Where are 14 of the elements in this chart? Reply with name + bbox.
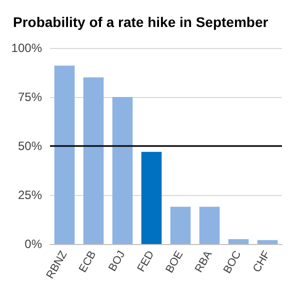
bar — [112, 97, 133, 244]
bar — [257, 240, 278, 244]
chart-title: Probability of a rate hike in September — [13, 14, 269, 30]
y-tick-label: 50% — [18, 139, 42, 153]
y-tick-label: 0% — [24, 237, 42, 251]
y-tick-label: 75% — [18, 90, 42, 104]
y-tick-label: 25% — [18, 188, 42, 202]
bar — [54, 66, 75, 244]
bar — [141, 152, 162, 244]
bar — [83, 77, 104, 244]
bar — [170, 206, 191, 244]
y-tick-label: 100% — [11, 41, 42, 55]
bar — [199, 206, 220, 244]
bar — [228, 239, 249, 244]
